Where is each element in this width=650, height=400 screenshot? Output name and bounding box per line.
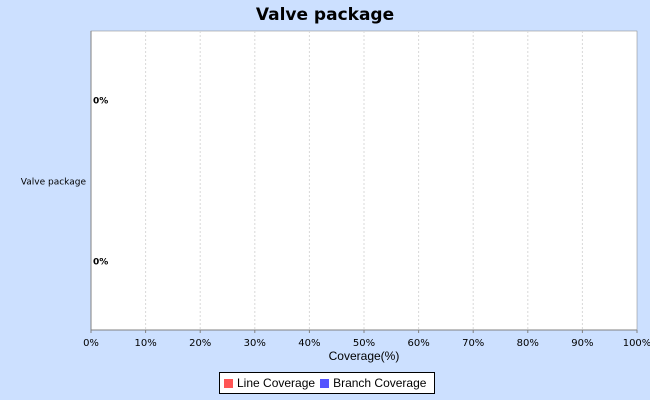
x-tick-label: 40%	[298, 338, 320, 349]
x-tick-label: 80%	[517, 338, 539, 349]
legend: Line Coverage Branch Coverage	[219, 372, 436, 394]
legend-swatch-branch	[320, 378, 330, 388]
x-tick-label: 60%	[407, 338, 429, 349]
legend-label-line: Line Coverage	[237, 376, 316, 390]
legend-item-line: Line Coverage	[223, 376, 315, 390]
bar-value-label: 0%	[93, 258, 108, 268]
bar-value-label: 0%	[93, 96, 108, 106]
x-tick-label: 70%	[462, 338, 484, 349]
x-tick-label: 0%	[83, 338, 99, 349]
x-tick-label: 90%	[571, 338, 593, 349]
x-tick-label: 30%	[244, 338, 266, 349]
x-tick-label: 50%	[353, 338, 375, 349]
legend-label-branch: Branch Coverage	[333, 376, 427, 390]
category-label: Valve package	[21, 178, 87, 188]
x-tick-label: 20%	[189, 338, 211, 349]
x-tick-label: 100%	[623, 338, 650, 349]
legend-swatch-line	[224, 378, 233, 388]
legend-item-branch: Branch Coverage	[319, 376, 426, 390]
chart-title: Valve package	[255, 5, 395, 25]
x-axis-label: Coverage(%)	[329, 349, 400, 363]
x-tick-label: 10%	[134, 338, 156, 349]
